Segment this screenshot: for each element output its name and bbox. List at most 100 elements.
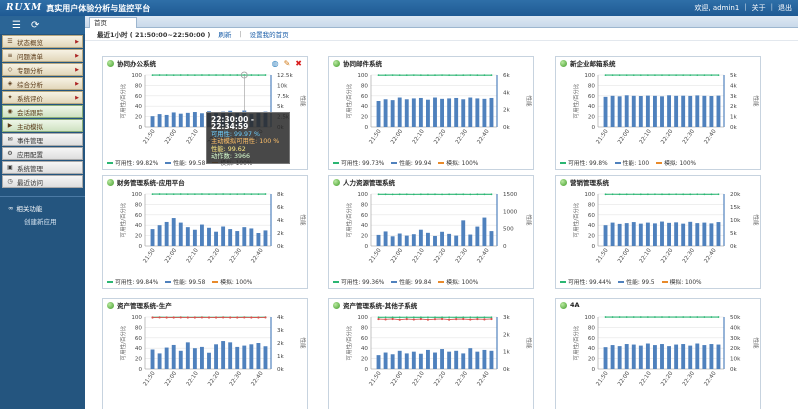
performance-bar — [256, 343, 261, 369]
legend-item-availability[interactable]: 可用性: 99.73% — [333, 158, 384, 167]
y2-tick-label: 0k — [503, 367, 511, 373]
refresh-icon[interactable]: ⟳ — [30, 19, 40, 31]
availability-point — [703, 193, 706, 196]
sidebar-item-config[interactable]: ⚙ 应用配置 — [2, 147, 83, 160]
panel-title[interactable]: 协同办公系统 — [117, 60, 156, 68]
performance-bar — [433, 97, 437, 127]
availability-point — [462, 193, 465, 196]
related-functions: ∞ 相关功能 创建新应用 — [0, 196, 85, 226]
y-tick-label: 100 — [357, 315, 368, 321]
performance-bar — [709, 344, 714, 369]
legend-item-availability[interactable]: 可用性: 99.82% — [107, 158, 158, 167]
legend-item-simulation[interactable]: 模拟: 100% — [661, 277, 702, 286]
menu-toggle-icon[interactable]: ☰ — [12, 19, 21, 31]
delete-icon[interactable]: ✖ — [295, 58, 302, 68]
legend-item-simulation[interactable]: 模拟: 100% — [438, 277, 478, 286]
app-panel: 人力资源管理系统 可用性/百分比 性能 100 80 60 40 20 0 1500 1000 500… — [328, 175, 534, 289]
simulation-point — [440, 317, 444, 321]
legend-item-availability[interactable]: 可用性: 99.8% — [560, 158, 608, 167]
config-icon: ⚙ — [7, 150, 13, 157]
performance-bar — [475, 226, 480, 246]
performance-bar — [185, 342, 190, 369]
tab-home[interactable]: 首页 — [89, 17, 137, 28]
availability-point — [419, 193, 422, 196]
panel-title[interactable]: 财务管理系统-应用平台 — [117, 179, 185, 187]
legend-item-availability[interactable]: 可用性: 99.36% — [333, 277, 384, 286]
sidebar-item-list[interactable]: ≡ 问题清单 ▶ — [2, 49, 83, 62]
panel-title[interactable]: 协同邮件系统 — [343, 60, 382, 68]
panel-title[interactable]: 4A — [570, 301, 580, 309]
y2-axis-label: 性能 — [525, 214, 533, 226]
performance-bar — [192, 112, 197, 127]
performance-bar — [214, 344, 218, 369]
panel-title[interactable]: 资产管理系统-生产 — [117, 302, 172, 310]
legend-item-performance[interactable]: 性能: 99.5 — [618, 277, 655, 286]
x-tick-label: 22:00 — [390, 247, 404, 264]
sidebar-item-analysis[interactable]: ◈ 综合分析 ▶ — [2, 77, 83, 90]
legend-item-availability[interactable]: 可用性: 99.44% — [560, 277, 611, 286]
availability-point — [632, 316, 635, 318]
legend-swatch — [661, 280, 668, 283]
panel-chart: 可用性/百分比 性能 100 80 60 40 20 0 50k 40k 30k 20k 10k 0k 21… — [572, 315, 760, 387]
globe-icon[interactable]: ◍ — [271, 58, 279, 68]
legend-item-simulation[interactable]: 模拟: 100% — [438, 158, 478, 167]
y-tick-label: 100 — [131, 73, 142, 79]
legend-item-performance[interactable]: 性能: 99.84 — [391, 277, 431, 286]
y-tick-label: 40 — [588, 223, 596, 229]
simulation-point — [158, 316, 161, 319]
x-tick-label: 22:40 — [250, 247, 264, 264]
about-link[interactable]: 关于 — [751, 4, 766, 12]
sidebar-item-topic[interactable]: ◇ 专题分析 ▶ — [2, 63, 83, 76]
legend-label: 性能: 100 — [622, 161, 650, 167]
sidebar-item-label: 最近访问 — [17, 178, 43, 187]
create-app-link[interactable]: 创建新应用 — [24, 218, 57, 226]
availability-point — [186, 74, 189, 76]
performance-bar — [674, 222, 679, 246]
legend-item-performance[interactable]: 性能: 100 — [614, 158, 650, 167]
simulate-icon: ▶ — [7, 122, 13, 129]
legend-item-performance[interactable]: 性能: 99.94 — [391, 158, 431, 167]
legend-item-availability[interactable]: 可用性: 99.84% — [107, 277, 158, 286]
availability-point — [639, 193, 642, 196]
availability-point — [391, 316, 394, 319]
legend-item-performance[interactable]: 性能: 99.58 — [165, 158, 205, 167]
legend-item-simulation[interactable]: 模拟: 100% — [656, 158, 696, 167]
performance-bar — [164, 114, 169, 127]
sidebar-item-rating[interactable]: ✦ 系统评价 ▶ — [2, 91, 83, 104]
legend-item-performance[interactable]: 性能: 99.58 — [165, 277, 205, 286]
sidebar-item-event[interactable]: ✉ 事件管理 — [2, 133, 83, 146]
y2-tick-label: 1500 — [503, 192, 518, 198]
edit-icon[interactable]: ✎ — [283, 58, 291, 68]
y2-tick-label: 0k — [277, 244, 285, 250]
y2-tick-label: 30k — [730, 336, 741, 342]
sidebar-item-session[interactable]: ◉ 会话跟踪 — [2, 105, 83, 118]
logout-link[interactable]: 退出 — [778, 4, 792, 12]
availability-point — [483, 316, 486, 319]
panel-title[interactable]: 资产管理系统-其他子系统 — [343, 302, 418, 310]
sidebar-item-status[interactable]: ☰ 状态概览 ▶ — [2, 35, 83, 48]
performance-bar — [433, 235, 437, 246]
availability-point — [186, 193, 189, 196]
sidebar-item-simulate[interactable]: ▶ 主动模拟 — [2, 119, 83, 132]
panel-title[interactable]: 人力资源管理系统 — [343, 179, 395, 187]
sidebar-item-label: 专题分析 — [17, 66, 43, 75]
simulation-point — [391, 317, 394, 321]
recent-icon: ◷ — [7, 178, 13, 185]
availability-point — [717, 74, 720, 77]
refresh-link[interactable]: 刷新 — [218, 31, 232, 39]
performance-bar — [681, 95, 686, 127]
availability-point — [646, 74, 649, 77]
panel-title[interactable]: 营销管理系统 — [570, 179, 609, 187]
sidebar-item-system[interactable]: ▣ 系统管理 — [2, 161, 83, 174]
availability-point — [490, 74, 493, 77]
legend-item-simulation[interactable]: 模拟: 100% — [212, 277, 252, 286]
availability-point — [611, 193, 614, 196]
legend-label: 性能: 99.58 — [173, 161, 206, 167]
availability-point — [165, 193, 168, 196]
set-home-link[interactable]: 设置我的首页 — [249, 31, 289, 39]
x-tick-label: 21:50 — [368, 247, 382, 264]
panel-title[interactable]: 新企业邮箱系统 — [570, 60, 616, 68]
analysis-icon: ◈ — [7, 80, 13, 87]
y-axis-label: 可用性/百分比 — [119, 202, 127, 237]
sidebar-item-recent[interactable]: ◷ 最近访问 — [2, 175, 83, 188]
